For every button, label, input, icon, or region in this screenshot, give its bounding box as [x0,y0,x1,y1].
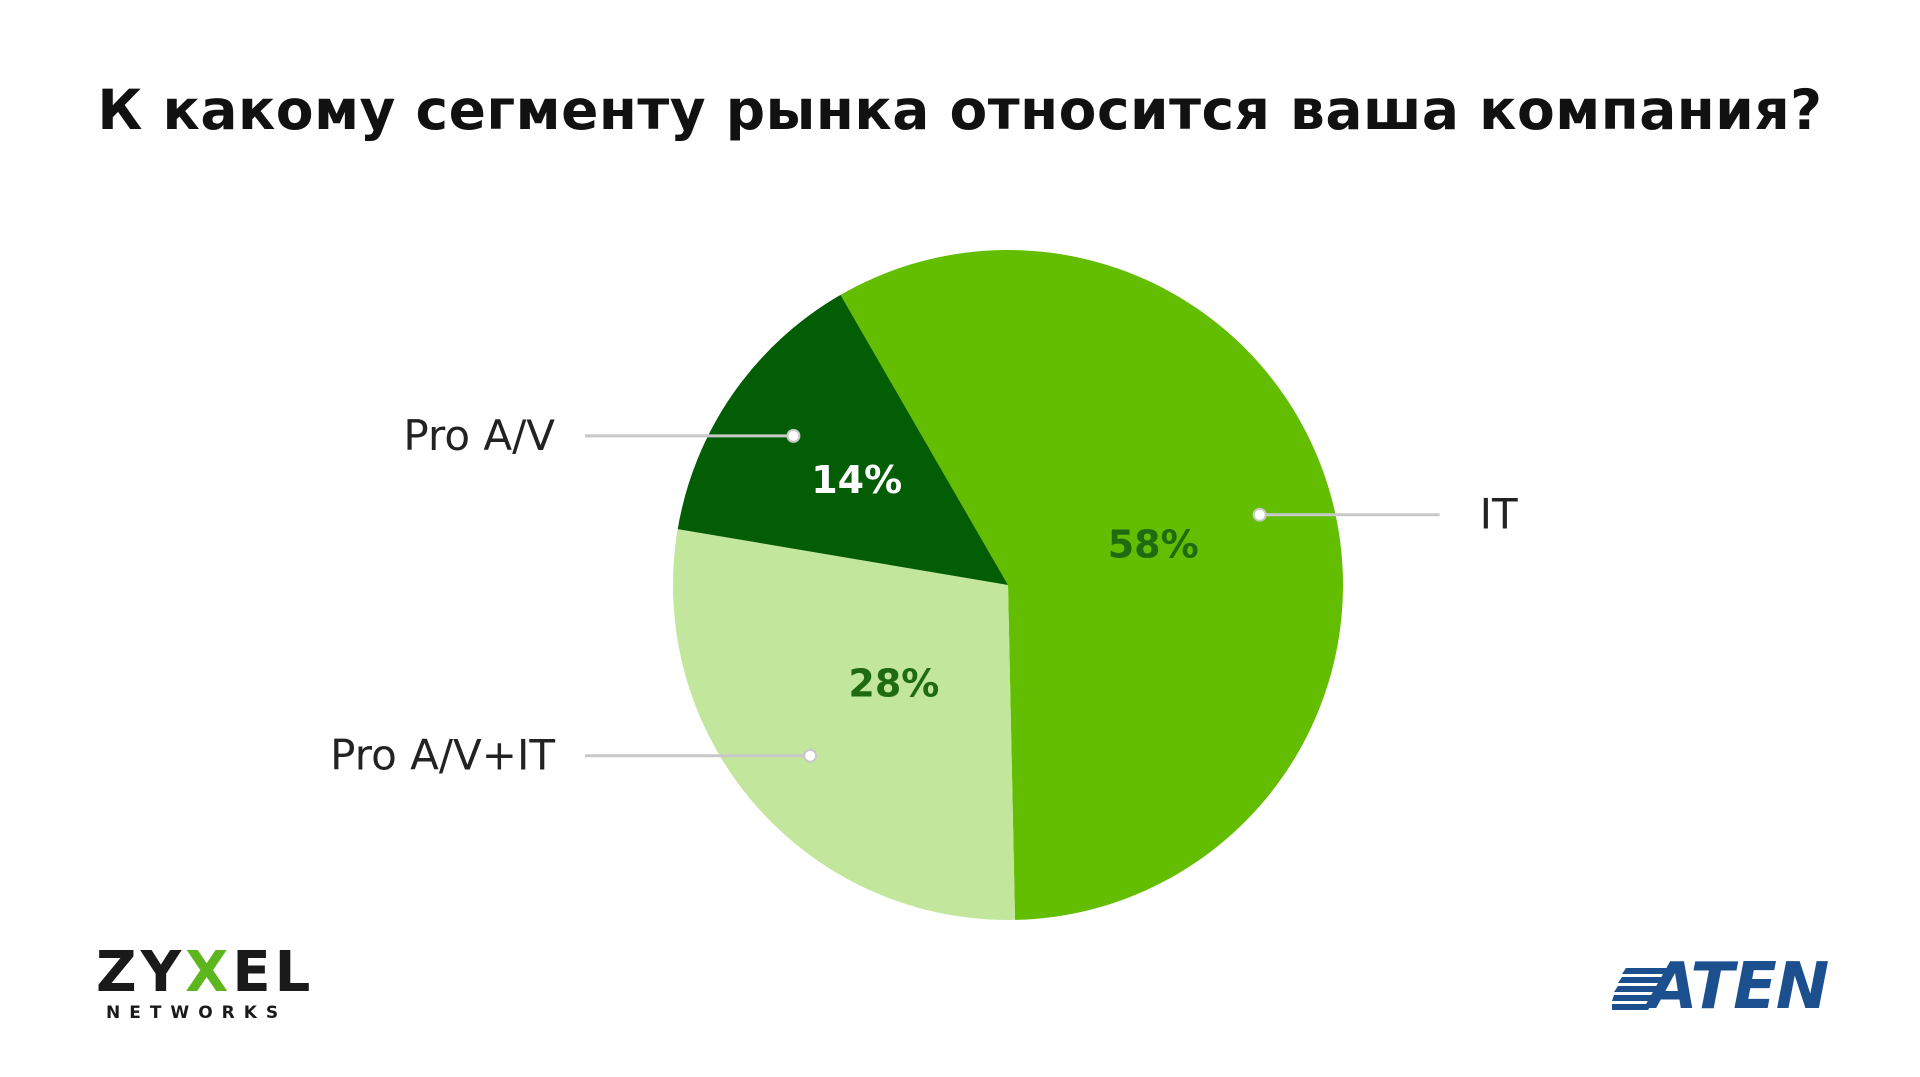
chart-title: К какому сегменту рынка относится ваша к… [97,78,1823,142]
zyxel-logo-subtitle: NETWORKS [106,1003,288,1023]
category-label-it: IT [1480,490,1518,539]
data-label-pro-a-v: 14% [811,458,902,502]
aten-stripes-icon [1612,968,1668,1010]
data-label-pro-a-v-it: 28% [848,662,939,706]
data-label-it: 58% [1108,522,1199,566]
aten-logo-text: ATEN [1648,950,1829,1024]
zyxel-logo: ZYXEL NETWORKS [96,944,316,1024]
pie-slice-pro-a-v-it [672,529,1016,920]
category-label-pro-a-v: Pro A/V [403,411,555,460]
zyxel-logo-x: X [185,940,233,1005]
zyxel-logo-text-end: EL [232,940,315,1005]
pie-slice-it [840,250,1343,920]
category-label-pro-a-v-it: Pro A/V+IT [330,731,555,780]
leader-dot-pro-a-v-it [803,748,818,763]
leader-dot-pro-a-v [786,428,801,443]
leader-dot-it [1252,507,1267,522]
pie-slice-pro-a-v [677,294,1008,585]
aten-logo: ATEN [1612,952,1829,1022]
zyxel-logo-text: ZY [96,940,186,1005]
